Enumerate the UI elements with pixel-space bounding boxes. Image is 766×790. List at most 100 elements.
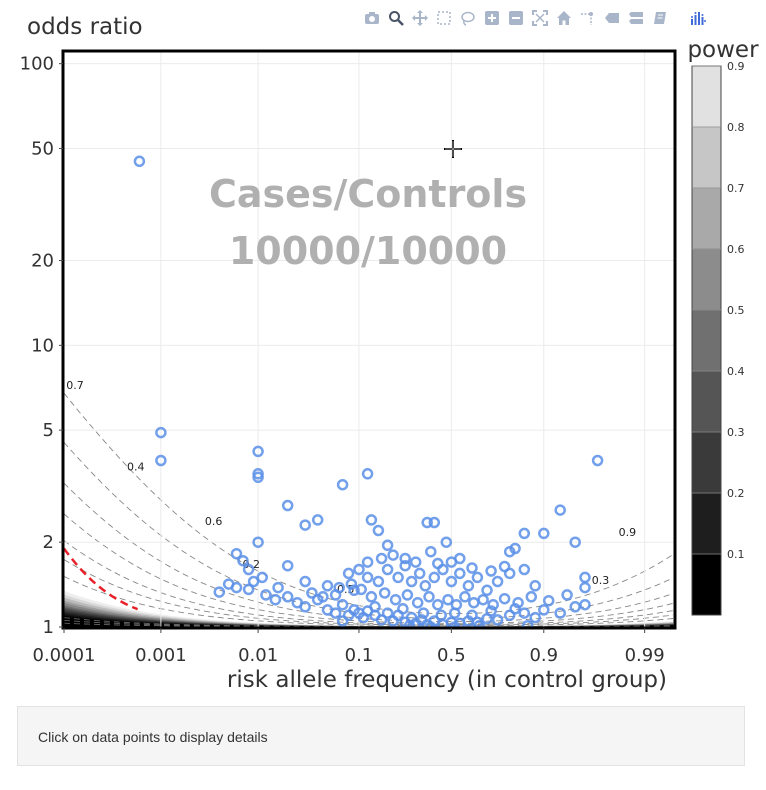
data-point[interactable]: [361, 571, 374, 584]
data-point[interactable]: [381, 563, 394, 576]
data-point[interactable]: [345, 578, 358, 590]
data-point[interactable]: [242, 563, 255, 576]
data-point[interactable]: [538, 604, 550, 616]
zoom-in-icon[interactable]: [482, 8, 502, 28]
data-point[interactable]: [518, 527, 531, 540]
data-point[interactable]: [473, 620, 486, 630]
data-point[interactable]: [401, 589, 414, 601]
data-point[interactable]: [399, 552, 411, 565]
autoscale-icon[interactable]: [530, 8, 550, 28]
data-point[interactable]: [389, 593, 402, 606]
data-point[interactable]: [237, 554, 249, 567]
home-icon[interactable]: [554, 8, 574, 28]
data-point[interactable]: [256, 571, 268, 584]
data-point[interactable]: [336, 478, 349, 491]
data-point[interactable]: [591, 454, 604, 467]
data-point[interactable]: [311, 514, 324, 526]
data-point[interactable]: [317, 591, 329, 603]
data-point[interactable]: [554, 607, 566, 619]
data-point[interactable]: [269, 593, 282, 606]
data-point[interactable]: [399, 559, 411, 572]
data-point[interactable]: [462, 580, 475, 592]
data-point[interactable]: [538, 527, 550, 540]
zoom-icon[interactable]: [386, 8, 406, 28]
data-point[interactable]: [329, 607, 342, 619]
data-point[interactable]: [375, 552, 388, 565]
data-point[interactable]: [333, 581, 345, 594]
data-point[interactable]: [542, 594, 555, 607]
data-point[interactable]: [445, 575, 458, 588]
data-point[interactable]: [365, 591, 378, 603]
data-point[interactable]: [466, 562, 478, 574]
data-point[interactable]: [525, 591, 538, 603]
plotly-logo-icon[interactable]: [688, 8, 708, 28]
data-point[interactable]: [155, 426, 167, 439]
data-point[interactable]: [498, 592, 511, 605]
data-point[interactable]: [342, 567, 355, 580]
data-point[interactable]: [299, 519, 311, 531]
data-point[interactable]: [440, 536, 453, 548]
lasso-select-icon[interactable]: [458, 8, 478, 28]
data-point[interactable]: [423, 591, 435, 603]
data-point[interactable]: [529, 580, 541, 592]
data-point[interactable]: [281, 559, 294, 572]
data-point[interactable]: [487, 598, 499, 611]
data-point[interactable]: [336, 615, 349, 627]
data-point[interactable]: [403, 620, 416, 630]
data-point[interactable]: [299, 575, 311, 588]
data-point[interactable]: [381, 539, 394, 552]
plot-area[interactable]: [64, 52, 674, 627]
data-point[interactable]: [413, 567, 426, 580]
hover-compare-icon[interactable]: [626, 8, 646, 28]
data-point[interactable]: [381, 607, 394, 619]
data-point[interactable]: [432, 598, 444, 611]
data-point[interactable]: [459, 591, 471, 603]
data-point[interactable]: [448, 607, 461, 619]
power-chart[interactable]: 0.70.40.60.20.50.90.3 Cases/Controls 100…: [0, 0, 766, 700]
data-point[interactable]: [133, 155, 146, 168]
data-point[interactable]: [579, 581, 591, 594]
data-point[interactable]: [375, 614, 388, 626]
data-point[interactable]: [498, 560, 511, 573]
data-point[interactable]: [260, 589, 272, 601]
data-point[interactable]: [405, 575, 418, 588]
data-point[interactable]: [491, 614, 504, 626]
data-point[interactable]: [230, 547, 243, 560]
data-point[interactable]: [445, 556, 458, 568]
data-point[interactable]: [425, 545, 437, 558]
data-point[interactable]: [281, 591, 294, 603]
data-point[interactable]: [448, 621, 461, 632]
zoom-out-icon[interactable]: [506, 8, 526, 28]
data-point[interactable]: [230, 581, 243, 594]
data-point[interactable]: [503, 545, 516, 558]
data-point[interactable]: [569, 536, 581, 548]
data-point[interactable]: [529, 611, 541, 624]
data-point[interactable]: [365, 514, 378, 526]
data-point[interactable]: [425, 621, 437, 632]
data-point[interactable]: [481, 584, 493, 597]
data-point[interactable]: [361, 468, 374, 480]
data-point[interactable]: [397, 603, 409, 615]
data-point[interactable]: [509, 603, 521, 615]
data-point[interactable]: [213, 586, 226, 598]
data-point[interactable]: [378, 587, 391, 599]
data-point[interactable]: [485, 565, 497, 577]
data-point[interactable]: [361, 556, 374, 568]
data-point[interactable]: [411, 596, 424, 609]
data-point[interactable]: [372, 575, 385, 588]
data-point[interactable]: [336, 598, 349, 611]
data-point[interactable]: [561, 589, 573, 601]
data-point[interactable]: [419, 580, 432, 592]
data-point[interactable]: [281, 499, 294, 512]
data-point[interactable]: [428, 516, 441, 529]
data-point[interactable]: [387, 549, 399, 561]
data-point[interactable]: [353, 563, 365, 576]
spikelines-icon[interactable]: [578, 8, 598, 28]
data-point[interactable]: [306, 587, 318, 599]
data-point[interactable]: [518, 607, 531, 619]
data-point[interactable]: [321, 580, 334, 592]
data-point[interactable]: [392, 571, 404, 584]
data-point[interactable]: [485, 605, 497, 617]
data-point[interactable]: [272, 581, 284, 594]
data-point[interactable]: [579, 598, 591, 611]
